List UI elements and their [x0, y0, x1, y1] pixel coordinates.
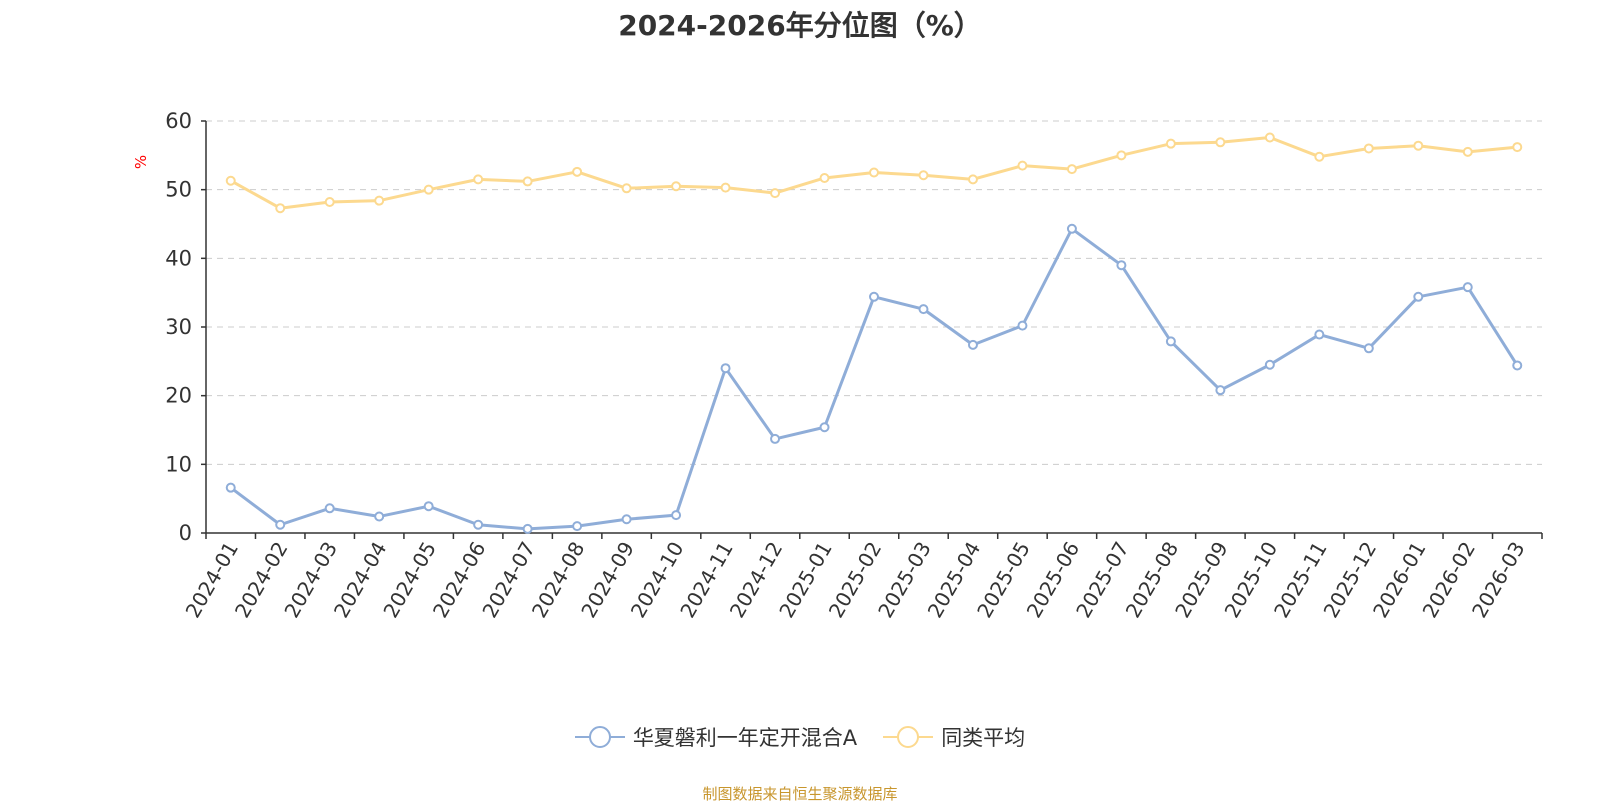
- legend-marker-series-1: [574, 726, 625, 748]
- data-source-note: 制图数据来自恒生聚源数据库: [702, 785, 898, 803]
- series-2-point: [1017, 160, 1028, 171]
- series-1-point: [522, 523, 533, 534]
- y-axis-label: %: [132, 155, 150, 169]
- series-1-point: [967, 339, 978, 350]
- axis-layer: 01020304050602024-012024-022024-032024-0…: [165, 109, 1543, 622]
- series-1-point: [1165, 336, 1176, 347]
- series-2-point: [275, 203, 286, 214]
- series-1-point: [1512, 360, 1523, 371]
- legend-label-series-1: 华夏磐利一年定开混合A: [632, 726, 858, 750]
- legend-label-series-2: 同类平均: [941, 726, 1026, 750]
- y-tick-label: 0: [179, 521, 192, 545]
- series-1-point: [1116, 260, 1127, 271]
- series-2-point: [522, 176, 533, 187]
- series-1-point: [1215, 385, 1226, 396]
- series-1-point: [572, 521, 583, 532]
- series-2-point: [869, 167, 879, 178]
- series-1-point: [324, 503, 335, 514]
- legend-item-series-1[interactable]: 华夏磐利一年定开混合A: [574, 722, 858, 752]
- series-1-line: [229, 227, 1519, 531]
- series-2-point: [324, 197, 335, 208]
- series-1-point: [1264, 359, 1275, 370]
- series-2-point: [621, 183, 632, 194]
- series-2-point: [918, 170, 929, 181]
- y-tick-label: 60: [165, 109, 192, 133]
- series-2-point: [225, 175, 236, 186]
- series-2-point: [1165, 138, 1176, 149]
- series-1-point: [275, 519, 286, 530]
- series-2-point: [1314, 151, 1325, 162]
- series-2-point: [1264, 132, 1275, 143]
- series-1-point: [770, 433, 781, 444]
- series-1-point: [423, 501, 434, 512]
- series-2-point: [423, 184, 434, 195]
- series-1-point: [1017, 320, 1028, 331]
- series-2-point: [1512, 142, 1523, 153]
- legend-marker-series-2: [883, 726, 934, 748]
- y-tick-label: 40: [165, 246, 192, 270]
- legend: 华夏磐利一年定开混合A 同类平均: [0, 722, 1600, 752]
- series-1-point: [621, 514, 632, 525]
- series-1-point: [225, 482, 236, 493]
- series-1-point: [1462, 282, 1473, 293]
- series-2: [225, 132, 1523, 214]
- series-2-point: [770, 188, 781, 199]
- series-2-point: [572, 166, 583, 177]
- series-1: [225, 223, 1523, 534]
- series-2-point: [1066, 164, 1077, 175]
- series-layer: [225, 132, 1523, 534]
- series-1-point: [869, 291, 879, 302]
- series-2-point: [819, 172, 830, 183]
- series-2-point: [473, 174, 484, 185]
- series-1-point: [374, 511, 385, 522]
- series-1-point: [1314, 329, 1325, 340]
- series-2-point: [374, 195, 385, 206]
- series-2-point: [1215, 137, 1226, 148]
- series-2-point: [1363, 143, 1374, 154]
- y-tick-label: 10: [165, 452, 192, 476]
- series-2-point: [967, 174, 978, 185]
- series-2-point: [1413, 140, 1424, 151]
- series-2-point: [1462, 146, 1473, 157]
- series-1-point: [1363, 343, 1374, 354]
- series-1-point: [918, 304, 929, 315]
- series-2-point: [720, 182, 731, 193]
- series-1-point: [720, 363, 731, 374]
- chart-title: 2024-2026年分位图（%）: [618, 9, 982, 42]
- legend-item-series-2[interactable]: 同类平均: [883, 722, 1025, 752]
- series-1-point: [1413, 291, 1424, 302]
- series-1-point: [819, 422, 830, 433]
- series-2-point: [671, 181, 682, 192]
- y-tick-label: 50: [165, 178, 192, 202]
- series-2-point: [1116, 150, 1127, 161]
- series-1-point: [671, 510, 682, 521]
- y-tick-label: 30: [165, 315, 192, 339]
- y-tick-label: 20: [165, 384, 192, 408]
- series-1-point: [1066, 223, 1077, 234]
- series-1-point: [473, 519, 484, 530]
